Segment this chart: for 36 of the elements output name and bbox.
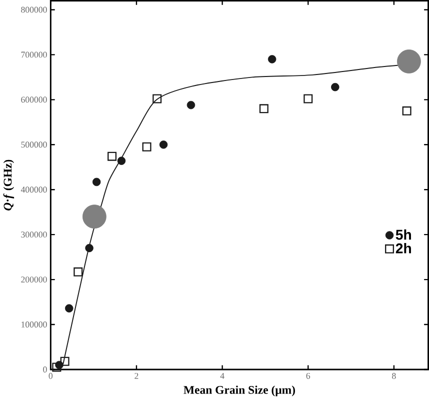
point [82, 204, 106, 229]
x-tick-label: 6 [306, 373, 310, 380]
point [92, 178, 101, 186]
y-tick-label: 300000 [21, 232, 47, 238]
legend-label: 5h [396, 230, 411, 240]
point [74, 268, 83, 277]
x-axis-title: Mean Grain Size (μm) [184, 386, 295, 397]
point [152, 94, 162, 104]
x-tick-label: 4 [220, 373, 224, 379]
point [402, 106, 412, 116]
point [117, 156, 126, 166]
y-tick-label: 0 [43, 366, 47, 373]
y-tick-label: 200000 [21, 276, 47, 283]
y-tick-label: 400000 [20, 186, 47, 193]
point [186, 101, 196, 110]
y-tick-label: 100000 [22, 322, 47, 328]
point [268, 55, 276, 64]
point [108, 152, 117, 162]
y-tick-label: 800000 [21, 6, 47, 13]
y-tick-label: 500000 [21, 142, 47, 148]
point [85, 244, 94, 252]
y-axis-title: Q·f (GHz) [3, 160, 14, 211]
point [397, 50, 421, 74]
point [52, 362, 62, 372]
point [142, 142, 152, 152]
x-tick-label: 0 [48, 373, 53, 380]
point [65, 304, 74, 313]
legend-label: 2h [396, 243, 411, 254]
x-tick-label: 2 [134, 373, 138, 380]
y-tick-label: 600000 [21, 96, 47, 103]
point [159, 140, 168, 149]
point [304, 94, 313, 104]
y-tick-label: 700000 [21, 52, 47, 58]
point [331, 83, 340, 92]
point [259, 104, 268, 114]
x-tick-label: 8 [392, 373, 396, 380]
